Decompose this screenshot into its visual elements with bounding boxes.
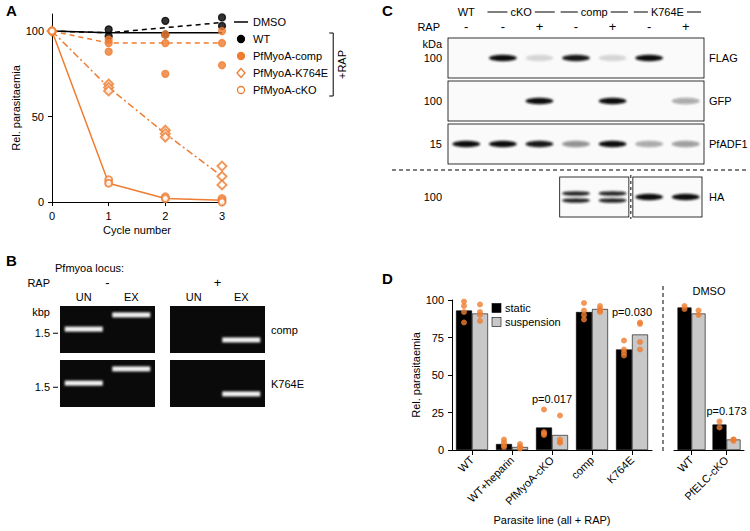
svg-text:B: B bbox=[6, 252, 17, 269]
svg-text:static: static bbox=[505, 302, 531, 314]
svg-text:K764E: K764E bbox=[271, 378, 304, 390]
svg-text:3: 3 bbox=[219, 210, 225, 222]
svg-text:PfMyoA-K764E: PfMyoA-K764E bbox=[253, 67, 328, 79]
svg-text:Rel. parasitaemia: Rel. parasitaemia bbox=[410, 331, 422, 417]
svg-text:100: 100 bbox=[424, 191, 442, 203]
svg-text:+: + bbox=[214, 275, 222, 290]
svg-text:p=0.030: p=0.030 bbox=[612, 306, 652, 318]
svg-text:PfELC-cKO: PfELC-cKO bbox=[682, 453, 731, 502]
svg-text:DMSO: DMSO bbox=[693, 285, 726, 297]
svg-text:EX: EX bbox=[234, 291, 249, 303]
svg-text:UN: UN bbox=[186, 291, 202, 303]
svg-text:kbp: kbp bbox=[32, 306, 50, 318]
svg-text:GFP: GFP bbox=[709, 95, 732, 107]
svg-text:100: 100 bbox=[424, 95, 442, 107]
svg-text:-: - bbox=[647, 19, 651, 34]
svg-text:0: 0 bbox=[38, 196, 44, 208]
svg-text:100: 100 bbox=[26, 25, 44, 37]
svg-text:1.5: 1.5 bbox=[35, 381, 50, 393]
svg-text:+: + bbox=[682, 19, 690, 34]
svg-text:RAP: RAP bbox=[417, 21, 440, 33]
svg-text:UN: UN bbox=[76, 291, 92, 303]
svg-text:WT+heparin: WT+heparin bbox=[465, 453, 517, 505]
svg-text:50: 50 bbox=[32, 111, 44, 123]
svg-text:50: 50 bbox=[432, 369, 444, 381]
svg-text:+: + bbox=[536, 19, 544, 34]
svg-text:FLAG: FLAG bbox=[709, 52, 738, 64]
svg-text:WT: WT bbox=[458, 6, 475, 18]
svg-text:p=0.173: p=0.173 bbox=[706, 405, 746, 417]
svg-text:comp: comp bbox=[569, 454, 596, 481]
svg-text:Parasite line (all + RAP): Parasite line (all + RAP) bbox=[493, 514, 610, 526]
svg-text:K764E: K764E bbox=[604, 454, 636, 486]
svg-text:PfMyoA-cKO: PfMyoA-cKO bbox=[503, 453, 557, 507]
svg-text:RAP: RAP bbox=[27, 277, 50, 289]
svg-text:WT: WT bbox=[253, 33, 270, 45]
svg-text:suspension: suspension bbox=[505, 316, 561, 328]
svg-text:-: - bbox=[464, 19, 468, 34]
svg-text:WT: WT bbox=[456, 454, 477, 475]
svg-text:100: 100 bbox=[424, 52, 442, 64]
svg-text:DMSO: DMSO bbox=[253, 16, 286, 28]
svg-text:Cycle number: Cycle number bbox=[103, 224, 171, 236]
svg-text:cKO: cKO bbox=[510, 6, 532, 18]
svg-text:comp: comp bbox=[581, 6, 608, 18]
svg-text:-: - bbox=[501, 19, 505, 34]
svg-text:+: + bbox=[609, 19, 617, 34]
svg-text:PfMyoA-comp: PfMyoA-comp bbox=[253, 50, 322, 62]
svg-text:-: - bbox=[574, 19, 578, 34]
svg-text:K764E: K764E bbox=[651, 6, 684, 18]
svg-text:comp: comp bbox=[271, 324, 298, 336]
svg-text:D: D bbox=[382, 270, 393, 287]
svg-text:2: 2 bbox=[162, 210, 168, 222]
svg-text:0: 0 bbox=[438, 444, 444, 456]
svg-text:HA: HA bbox=[709, 191, 725, 203]
svg-text:1: 1 bbox=[106, 210, 112, 222]
svg-text:1.5: 1.5 bbox=[35, 327, 50, 339]
svg-text:25: 25 bbox=[432, 407, 444, 419]
svg-text:+RAP: +RAP bbox=[336, 50, 348, 79]
svg-text:75: 75 bbox=[432, 332, 444, 344]
svg-text:C: C bbox=[382, 2, 393, 19]
svg-text:PfMyoA-cKO: PfMyoA-cKO bbox=[253, 84, 317, 96]
svg-text:PfADF1: PfADF1 bbox=[709, 138, 748, 150]
svg-text:kDa: kDa bbox=[422, 38, 442, 50]
svg-text:-: - bbox=[105, 275, 109, 290]
svg-text:100: 100 bbox=[426, 294, 444, 306]
svg-text:Rel. parasitaemia: Rel. parasitaemia bbox=[10, 64, 22, 150]
svg-text:A: A bbox=[6, 2, 17, 19]
svg-text:WT: WT bbox=[675, 454, 696, 475]
svg-text:EX: EX bbox=[124, 291, 139, 303]
svg-text:0: 0 bbox=[49, 210, 55, 222]
svg-text:Pfmyoa locus:: Pfmyoa locus: bbox=[55, 262, 124, 274]
svg-text:p=0.017: p=0.017 bbox=[532, 393, 572, 405]
svg-text:15: 15 bbox=[430, 138, 442, 150]
